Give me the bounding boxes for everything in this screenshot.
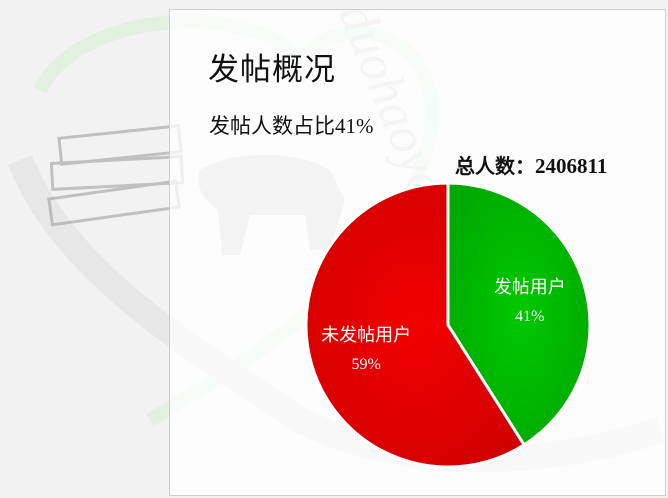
pie-slice-value-1: 59% <box>352 356 381 373</box>
total-label: 总人数： <box>455 154 535 178</box>
subtitle-prefix: 发帖人数占比 <box>209 114 335 138</box>
pie-slice-value-0: 41% <box>515 308 544 325</box>
total-value: 2406811 <box>535 154 608 178</box>
page-title: 发帖概况 <box>208 52 336 88</box>
post-ratio-subtitle: 发帖人数占比41% <box>209 110 374 140</box>
pie-slice-label-1: 未发帖用户 <box>321 325 411 346</box>
pie-slice-1[interactable] <box>304 181 527 469</box>
pie-slice-label-0: 发帖用户 <box>494 277 566 298</box>
subtitle-value: 41% <box>335 114 374 138</box>
total-users: 总人数：2406811 <box>455 150 607 179</box>
